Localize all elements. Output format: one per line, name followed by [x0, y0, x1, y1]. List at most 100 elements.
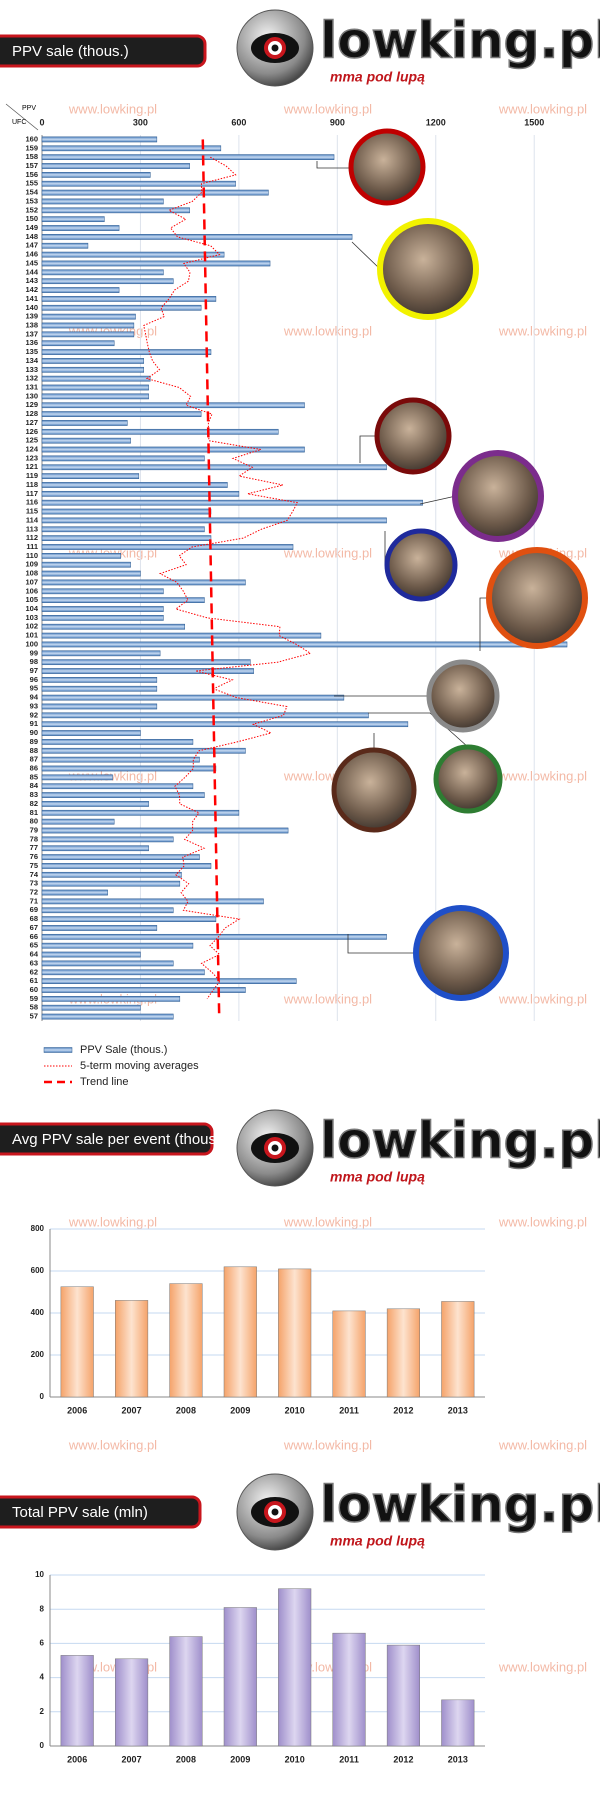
- fighter-photo: [426, 659, 500, 733]
- bar: [41, 561, 131, 568]
- y-tick-label: 130: [25, 391, 38, 400]
- bar: [41, 163, 190, 169]
- bar: [41, 198, 164, 205]
- y-tick-label: 121: [25, 462, 38, 471]
- legend-label: PPV Sale (thous.): [80, 1044, 167, 1056]
- bar: [41, 889, 108, 896]
- y-tick-label: 600: [31, 1266, 45, 1275]
- watermark: www.lowking.pl: [498, 991, 587, 1006]
- y-tick-label: 148: [25, 232, 38, 241]
- bar: [41, 623, 185, 630]
- y-tick-label: 112: [26, 533, 38, 542]
- corner-divider: [5, 103, 39, 131]
- legend-swatch: [43, 1047, 73, 1053]
- title-pill: [0, 1495, 202, 1529]
- legend-label: 5-term moving averages: [80, 1060, 199, 1072]
- y-tick-label: 96: [30, 675, 38, 684]
- watermark: www.lowking.pl: [498, 768, 587, 783]
- y-tick-label: 133: [25, 365, 38, 374]
- bar: [41, 739, 194, 745]
- fighter-photo: [433, 744, 503, 814]
- bar: [41, 579, 246, 586]
- watermark: www.lowking.pl: [68, 101, 157, 116]
- bar: [41, 304, 202, 311]
- y-tick-label: 100: [25, 639, 38, 648]
- bar: [41, 668, 254, 674]
- bar: [41, 597, 205, 603]
- bar: [41, 703, 158, 710]
- y-tick-label: 400: [31, 1308, 45, 1317]
- watermark: www.lowking.pl: [283, 545, 372, 560]
- y-tick-label: 92: [30, 710, 38, 719]
- connector: [351, 241, 381, 270]
- x-tick-label: 2011: [339, 1405, 359, 1415]
- chart-title: Avg PPV sale per event (thous.): [12, 1131, 225, 1148]
- x-axis-label: PPV: [22, 105, 36, 112]
- y-tick-label: 95: [30, 684, 38, 693]
- logo-tagline: mma pod lupą: [330, 69, 425, 85]
- y-tick-label: 67: [30, 923, 38, 932]
- y-tick-label: 110: [26, 551, 38, 560]
- y-tick-label: 144: [25, 267, 38, 276]
- title-pill: [0, 1122, 214, 1156]
- y-tick-label: 71: [30, 896, 38, 905]
- y-tick-label: 109: [25, 560, 38, 569]
- y-tick-label: 158: [25, 152, 38, 161]
- x-tick-label: 600: [231, 117, 246, 127]
- bar: [41, 685, 158, 692]
- connector: [359, 435, 378, 463]
- bar: [41, 154, 335, 161]
- bar: [41, 269, 164, 276]
- bar: [41, 747, 246, 754]
- y-axis-label: UFC: [12, 119, 26, 126]
- y-tick-label: 139: [25, 312, 38, 321]
- bar: [41, 464, 387, 471]
- y-tick-label: 145: [25, 258, 38, 267]
- bar: [41, 340, 115, 347]
- bar: [60, 1286, 94, 1398]
- x-tick-label: 2006: [67, 1405, 87, 1415]
- y-tick-label: 76: [30, 852, 38, 861]
- bar: [41, 1013, 174, 1020]
- bar: [278, 1588, 312, 1747]
- bar: [332, 1310, 366, 1398]
- bar: [41, 508, 212, 515]
- bar: [441, 1699, 475, 1747]
- y-tick-label: 69: [30, 905, 38, 914]
- bar: [41, 384, 149, 391]
- bar: [41, 942, 194, 949]
- bar: [41, 313, 136, 320]
- y-tick-label: 103: [25, 613, 38, 622]
- bar: [41, 996, 181, 1002]
- y-tick-label: 60: [30, 985, 38, 994]
- y-tick-label: 83: [30, 790, 38, 799]
- bar: [41, 1004, 141, 1011]
- connector: [347, 934, 416, 954]
- bar: [41, 694, 345, 701]
- y-tick-label: 85: [30, 772, 38, 781]
- y-tick-label: 89: [30, 737, 38, 746]
- x-tick-label: 2012: [393, 1405, 413, 1415]
- y-tick-label: 61: [30, 976, 38, 985]
- y-tick-label: 74: [30, 870, 39, 879]
- y-tick-label: 82: [30, 799, 38, 808]
- x-tick-label: 2008: [176, 1754, 196, 1764]
- y-tick-label: 91: [30, 719, 38, 728]
- x-tick-label: 2013: [448, 1754, 468, 1764]
- bar: [41, 818, 115, 825]
- bar: [41, 774, 113, 781]
- x-tick-label: 300: [133, 117, 148, 127]
- bar: [41, 650, 161, 657]
- y-tick-label: 0: [40, 1741, 45, 1750]
- bar: [41, 526, 205, 533]
- y-tick-label: 4: [40, 1673, 45, 1682]
- y-tick-label: 800: [31, 1224, 45, 1233]
- y-tick-label: 136: [25, 338, 38, 347]
- bar: [41, 428, 279, 435]
- y-tick-label: 81: [30, 808, 38, 817]
- y-tick-label: 8: [40, 1604, 45, 1613]
- x-tick-label: 2012: [393, 1754, 413, 1764]
- y-tick-label: 87: [30, 755, 38, 764]
- fighter-photo: [374, 397, 452, 475]
- y-tick-label: 58: [30, 1003, 38, 1012]
